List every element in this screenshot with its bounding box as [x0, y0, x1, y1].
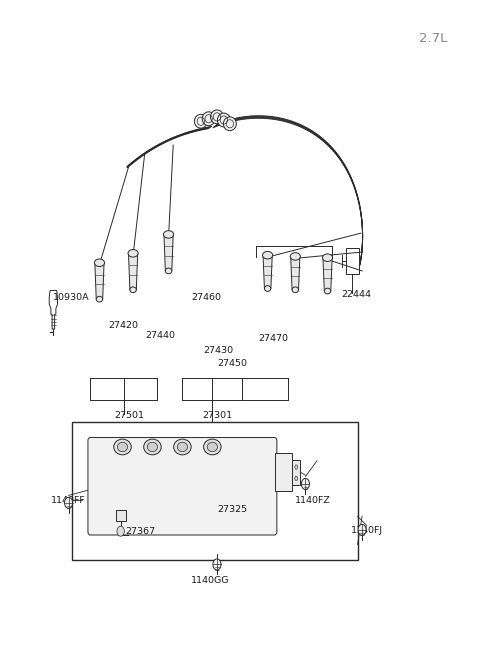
Text: 1140FZ: 1140FZ [295, 496, 331, 505]
Text: 1140FJ: 1140FJ [350, 525, 383, 534]
Ellipse shape [264, 286, 271, 291]
Polygon shape [129, 253, 138, 290]
Text: 1140FF: 1140FF [51, 496, 86, 505]
Ellipse shape [204, 439, 221, 455]
Text: 27460: 27460 [192, 293, 222, 302]
Ellipse shape [144, 439, 161, 455]
Ellipse shape [207, 442, 217, 452]
Polygon shape [164, 234, 173, 271]
Ellipse shape [292, 287, 299, 293]
Text: 27501: 27501 [114, 411, 144, 419]
Ellipse shape [211, 110, 223, 124]
Ellipse shape [223, 117, 236, 131]
Ellipse shape [217, 113, 230, 127]
Polygon shape [95, 263, 104, 299]
Ellipse shape [128, 250, 138, 257]
Circle shape [301, 478, 310, 489]
Ellipse shape [147, 442, 157, 452]
Polygon shape [263, 255, 272, 288]
Ellipse shape [96, 296, 103, 302]
Circle shape [213, 559, 221, 570]
Ellipse shape [323, 254, 333, 261]
FancyBboxPatch shape [292, 460, 300, 485]
Text: 1140GG: 1140GG [191, 576, 229, 585]
Ellipse shape [114, 439, 131, 455]
Polygon shape [323, 257, 332, 291]
FancyBboxPatch shape [275, 453, 292, 491]
Ellipse shape [324, 288, 331, 294]
Ellipse shape [164, 231, 174, 238]
Ellipse shape [95, 259, 105, 267]
Text: 27440: 27440 [145, 331, 176, 340]
FancyBboxPatch shape [88, 438, 277, 535]
Ellipse shape [202, 112, 215, 126]
Text: 27325: 27325 [217, 505, 247, 514]
Circle shape [117, 526, 124, 536]
Circle shape [358, 524, 366, 535]
Polygon shape [291, 257, 300, 290]
Text: 10930A: 10930A [53, 293, 90, 302]
Ellipse shape [165, 268, 172, 274]
Circle shape [64, 497, 72, 508]
Ellipse shape [263, 252, 273, 259]
Ellipse shape [118, 442, 128, 452]
Ellipse shape [295, 476, 298, 481]
Ellipse shape [130, 287, 136, 293]
Text: 27420: 27420 [108, 321, 139, 330]
FancyBboxPatch shape [116, 510, 126, 521]
Text: 27301: 27301 [202, 411, 232, 419]
Text: 27470: 27470 [258, 334, 288, 343]
Ellipse shape [290, 253, 300, 260]
Ellipse shape [177, 442, 188, 452]
Text: 27430: 27430 [203, 346, 233, 356]
Text: 22444: 22444 [341, 290, 372, 299]
Text: 27450: 27450 [217, 359, 247, 368]
Text: 27367: 27367 [125, 527, 155, 536]
Ellipse shape [174, 439, 191, 455]
Text: 2.7L: 2.7L [420, 31, 448, 45]
Ellipse shape [295, 465, 298, 469]
Ellipse shape [194, 115, 207, 128]
